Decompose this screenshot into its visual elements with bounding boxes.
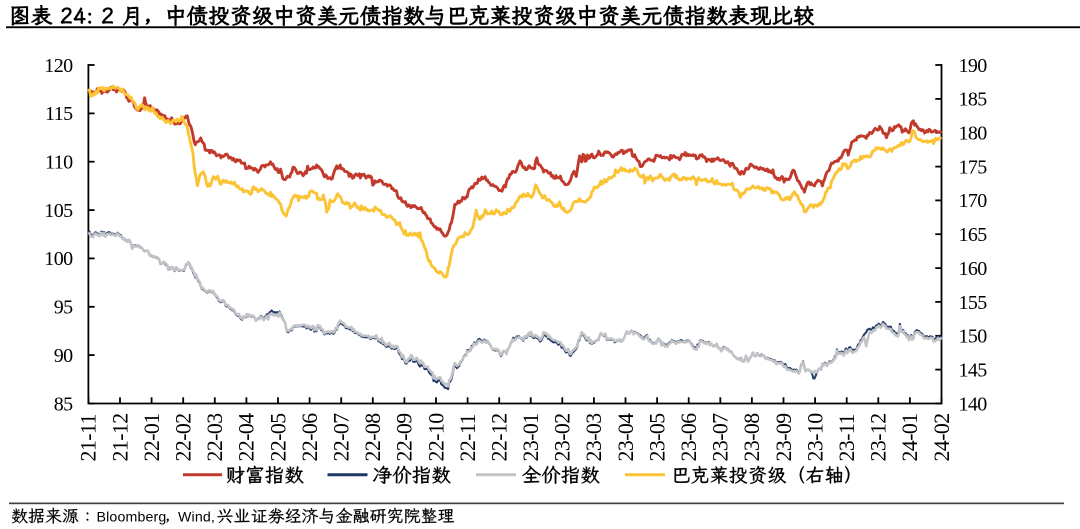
svg-text:23-05: 23-05 [645,413,669,462]
svg-text:120: 120 [44,55,73,77]
svg-text:22-02: 22-02 [172,413,196,461]
svg-text:23-02: 23-02 [551,413,575,461]
svg-text:21-12: 21-12 [108,413,132,461]
svg-text:165: 165 [959,224,988,246]
svg-text:140: 140 [959,393,988,415]
svg-text:23-06: 23-06 [677,413,701,462]
svg-text:22-04: 22-04 [235,413,259,462]
svg-text:110: 110 [45,152,73,174]
svg-text:23-12: 23-12 [867,413,891,461]
svg-text:23-08: 23-08 [740,413,764,462]
svg-text:22-06: 22-06 [298,413,322,462]
svg-text:22-09: 22-09 [393,413,417,461]
svg-text:105: 105 [44,200,73,222]
svg-text:22-07: 22-07 [330,413,354,462]
svg-text:85: 85 [54,393,73,415]
svg-text:Bloomberg: Bloomberg [97,509,167,525]
svg-text:24-02: 24-02 [930,413,954,461]
svg-text:21-11: 21-11 [77,414,101,461]
svg-text:23-11: 23-11 [835,414,859,461]
svg-text:23-01: 23-01 [519,413,543,461]
svg-text:115: 115 [45,103,73,125]
svg-text:22-10: 22-10 [424,413,448,462]
svg-text:160: 160 [959,258,988,280]
svg-text:22-05: 22-05 [266,413,290,462]
svg-text:23-10: 23-10 [803,413,827,462]
svg-text:180: 180 [959,123,988,145]
svg-text:23-03: 23-03 [582,413,606,462]
svg-text:95: 95 [54,297,73,319]
svg-text:22-01: 22-01 [140,413,164,461]
svg-text:22-03: 22-03 [203,413,227,462]
svg-text:185: 185 [959,89,988,111]
svg-text:145: 145 [959,359,988,381]
svg-text:190: 190 [959,55,988,77]
svg-text:22-12: 22-12 [488,413,512,461]
svg-text:23-07: 23-07 [709,413,733,462]
svg-text:150: 150 [959,326,988,348]
svg-text:170: 170 [959,190,988,212]
svg-text:Wind,: Wind, [178,509,215,525]
svg-text:22-08: 22-08 [361,413,385,462]
svg-text:175: 175 [959,156,988,178]
svg-text:90: 90 [54,345,73,367]
svg-text:23-09: 23-09 [772,413,796,461]
svg-text:24-01: 24-01 [898,413,922,461]
svg-text:22-11: 22-11 [456,414,480,461]
svg-text:155: 155 [959,292,988,314]
svg-text:23-04: 23-04 [614,413,638,462]
svg-text:100: 100 [44,248,73,270]
